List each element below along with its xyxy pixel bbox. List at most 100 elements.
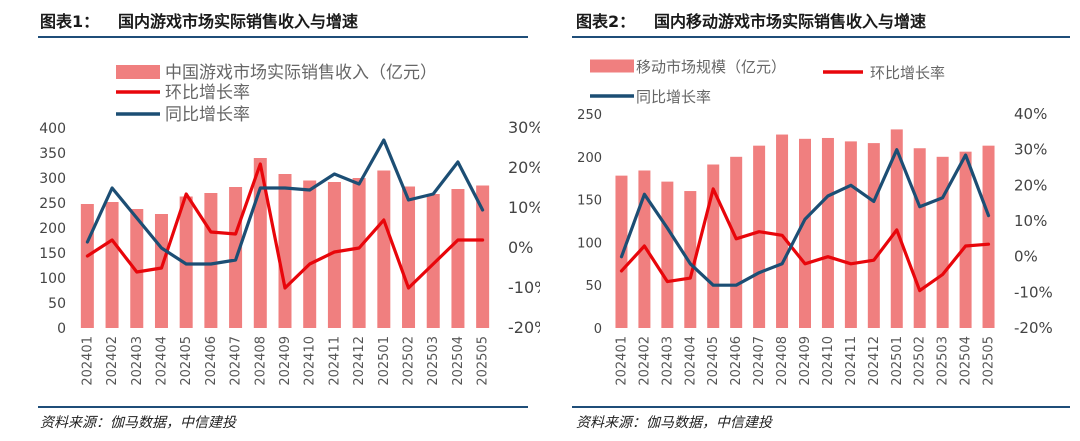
left-axis-tick-label: 100 xyxy=(577,236,602,251)
chart-panel-2: 图表2： 国内移动游戏市场实际销售收入与增速 0 50 100 150 200 250 -20… xyxy=(540,0,1080,441)
bar xyxy=(638,170,651,328)
category-label: 202505 xyxy=(476,336,491,386)
bar xyxy=(352,178,366,328)
category-label: 202406 xyxy=(204,336,219,386)
category-label: 202503 xyxy=(426,336,441,386)
bar xyxy=(913,148,926,328)
category-label: 202410 xyxy=(821,336,836,386)
category-label: 202412 xyxy=(352,336,367,386)
category-label: 202504 xyxy=(959,336,974,386)
legend-swatch xyxy=(116,65,160,79)
category-label: 202407 xyxy=(752,336,767,386)
footer-divider xyxy=(572,406,1070,408)
left-axis-tick-label: 0 xyxy=(57,321,66,337)
right-axis-tick-label: 10% xyxy=(508,198,540,217)
legend-label: 移动市场规模（亿元） xyxy=(636,58,786,76)
left-axis-tick-label: 350 xyxy=(39,146,66,162)
chart-title-number: 图表2： xyxy=(576,12,636,31)
chart-title-2: 图表2： 国内移动游戏市场实际销售收入与增速 xyxy=(576,8,926,32)
right-axis-tick-label: 20% xyxy=(508,158,540,177)
category-label: 202409 xyxy=(278,336,293,386)
mom-growth-line xyxy=(619,187,991,293)
bar xyxy=(615,175,628,328)
left-axis-tick-label: 300 xyxy=(39,171,66,187)
bar xyxy=(730,156,743,328)
bar xyxy=(867,143,880,328)
yoy-growth-line xyxy=(619,148,991,287)
bar xyxy=(204,193,218,328)
bar xyxy=(278,174,292,328)
category-label: 202505 xyxy=(982,336,997,386)
bar xyxy=(154,214,168,328)
bar xyxy=(105,202,119,328)
legend-label: 环比增长率 xyxy=(165,83,250,103)
bar xyxy=(130,209,144,328)
title-divider xyxy=(38,36,528,38)
title-divider xyxy=(572,36,1070,38)
category-label: 202403 xyxy=(130,336,145,386)
source-note: 资料来源：伽马数据，中信建投 xyxy=(576,415,772,431)
chart-title-text: 国内游戏市场实际销售收入与增速 xyxy=(118,12,359,31)
right-axis-tick-label: 10% xyxy=(1014,212,1047,230)
bar xyxy=(327,182,341,328)
yoy-growth-line xyxy=(85,138,485,266)
footer-divider xyxy=(38,406,528,408)
right-axis-tick-label: -20% xyxy=(508,318,540,337)
category-label: 202403 xyxy=(660,336,675,386)
mom-growth-line xyxy=(85,162,485,290)
bar xyxy=(451,189,465,328)
category-label: 202501 xyxy=(890,336,905,386)
category-label: 202503 xyxy=(936,336,951,386)
right-axis-tick-label: -20% xyxy=(1014,319,1053,337)
right-axis-tick-label: 30% xyxy=(508,118,540,137)
bar xyxy=(684,191,697,328)
left-axis-tick-label: 250 xyxy=(39,196,66,212)
category-label: 202406 xyxy=(729,336,744,386)
category-label: 202411 xyxy=(844,336,859,386)
category-label: 202501 xyxy=(377,336,392,386)
category-label: 202402 xyxy=(105,336,120,386)
legend-label: 环比增长率 xyxy=(870,64,945,82)
category-label: 202405 xyxy=(706,336,721,386)
legend-label: 同比增长率 xyxy=(165,105,250,125)
category-label: 202502 xyxy=(402,336,417,386)
bar xyxy=(799,138,811,328)
right-axis-tick-label: 40% xyxy=(1014,105,1047,123)
right-axis-tick-label: -10% xyxy=(508,278,540,297)
legend-label: 中国游戏市场实际销售收入（亿元） xyxy=(165,63,437,83)
category-label: 202411 xyxy=(327,336,342,386)
category-label: 202401 xyxy=(80,336,95,386)
chart-title-text: 国内移动游戏市场实际销售收入与增速 xyxy=(654,12,927,31)
left-axis-tick-label: 50 xyxy=(48,296,66,312)
category-label: 202408 xyxy=(775,336,790,386)
left-axis-tick-label: 200 xyxy=(39,221,66,237)
right-axis-tick-label: 20% xyxy=(1014,176,1047,194)
bar xyxy=(426,194,440,328)
bar xyxy=(661,181,674,328)
right-axis-tick-label: -10% xyxy=(1014,283,1053,301)
bar xyxy=(959,151,972,328)
category-label: 202404 xyxy=(154,336,169,386)
chart-2-svg: 0 50 100 150 200 250 -20% -10% 0% 10% 20% 30% 40% 202… xyxy=(577,58,1053,386)
bar xyxy=(982,145,995,328)
bar xyxy=(776,134,789,328)
left-axis-tick-label: 50 xyxy=(585,279,602,294)
category-label: 202410 xyxy=(303,336,318,386)
chart-panel-1: 图表1： 国内游戏市场实际销售收入与增速 0 50 100 150 200 250 300 35… xyxy=(38,12,540,431)
bar xyxy=(303,180,317,328)
bar xyxy=(80,204,94,328)
category-label: 202401 xyxy=(614,336,629,386)
left-axis-tick-label: 150 xyxy=(39,246,66,262)
right-axis-tick-label: 0% xyxy=(508,238,533,257)
chart-title-number: 图表1： xyxy=(40,12,100,31)
chart-1-svg: 0 50 100 150 200 250 300 350 400 -20% -10% 0% 10% 20%… xyxy=(39,63,540,386)
legend-swatch xyxy=(590,59,634,73)
bar xyxy=(476,185,490,328)
left-axis-tick-label: 100 xyxy=(39,271,66,287)
bar xyxy=(402,186,416,328)
bar xyxy=(844,141,857,328)
left-axis-tick-label: 0 xyxy=(594,322,602,337)
bar xyxy=(377,170,391,328)
left-axis-tick-label: 200 xyxy=(577,151,602,166)
category-label: 202407 xyxy=(229,336,244,386)
